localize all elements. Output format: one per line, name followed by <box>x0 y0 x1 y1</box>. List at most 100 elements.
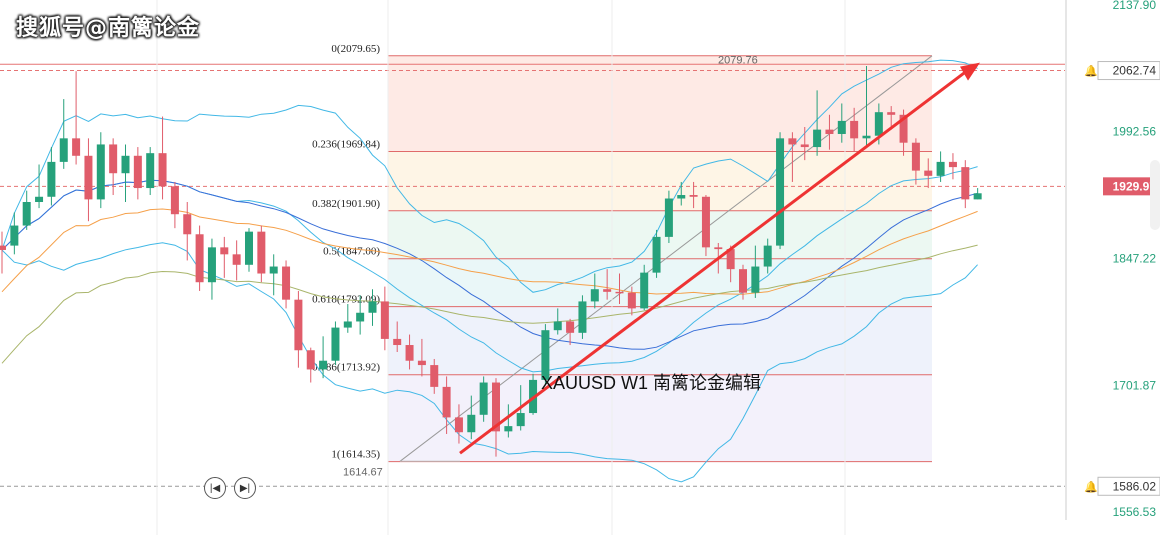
candle <box>356 312 365 322</box>
skip-back-icon: |◀ <box>209 482 221 494</box>
price-axis: 2137.90 🔔 2062.74 1992.56 1929.97 1847.22 1701… <box>1065 0 1160 535</box>
candle <box>430 365 439 387</box>
candle <box>516 413 525 427</box>
candle <box>689 195 698 197</box>
candle <box>862 135 871 139</box>
candle <box>800 144 809 148</box>
candle <box>664 198 673 237</box>
candle <box>380 301 389 339</box>
bollinger-upper <box>1 59 978 293</box>
candle <box>158 153 167 187</box>
axis-tick-label: 2137.90 <box>1113 0 1157 12</box>
axis-tick-label: 1556.53 <box>1113 505 1157 519</box>
price-tag-box <box>1097 476 1160 496</box>
candle <box>220 247 229 255</box>
candle <box>776 138 785 246</box>
candle <box>170 186 179 215</box>
bell-icon: 🔔 <box>1084 65 1098 78</box>
scroll-end-button[interactable]: ▶| <box>234 477 256 499</box>
candle <box>911 142 920 171</box>
candle <box>701 196 710 248</box>
candle <box>504 426 513 432</box>
price-tag-box <box>1097 61 1160 81</box>
axis-tick-label: 1586.02 <box>1113 479 1157 493</box>
axis-tick-label: 1929.97 <box>1113 179 1157 193</box>
fib-level-label: 0.5(1847.00) <box>323 246 380 258</box>
price-annotation: 1614.67 <box>343 466 383 478</box>
candle <box>294 299 303 351</box>
fib-zone <box>388 151 932 211</box>
axis-tick-label: 1701.87 <box>1113 378 1157 392</box>
candle <box>368 301 377 313</box>
candle <box>726 249 735 270</box>
candle <box>393 338 402 346</box>
candle <box>788 138 797 145</box>
candle <box>282 266 291 300</box>
candle <box>973 193 982 200</box>
candle <box>813 129 822 148</box>
candle <box>417 360 426 366</box>
candle <box>825 129 834 134</box>
candle <box>479 382 488 415</box>
candle <box>319 360 328 370</box>
axis-tick-label: 2062.74 <box>1113 64 1157 78</box>
candle <box>72 138 81 156</box>
candle <box>578 301 587 333</box>
price-lines <box>0 0 1065 535</box>
candle <box>948 161 957 168</box>
candle <box>269 266 278 274</box>
candle <box>84 155 93 200</box>
bell-icon: 🔔 <box>1084 480 1098 493</box>
candle <box>306 350 315 370</box>
candle <box>541 330 550 380</box>
candle <box>627 292 636 309</box>
candle <box>109 144 118 174</box>
price-annotation: 2079.76 <box>718 55 758 67</box>
candle <box>837 120 846 134</box>
watermark: 搜狐号@南篱论金 <box>16 16 201 41</box>
candle <box>442 386 451 418</box>
candle <box>615 291 624 294</box>
candle <box>331 327 340 361</box>
candle <box>874 112 883 136</box>
skip-forward-icon: ▶| <box>239 482 251 494</box>
candle <box>899 114 908 143</box>
candle <box>146 153 155 189</box>
candle <box>257 231 266 274</box>
candle <box>961 167 970 200</box>
axis-background <box>1066 0 1160 535</box>
candle <box>232 254 241 265</box>
trend-arrow-line <box>459 67 971 455</box>
candle <box>652 236 661 273</box>
candlesticks <box>0 65 982 457</box>
candle <box>183 214 192 235</box>
trend-lines: 2079.76 1614.67 <box>343 55 980 478</box>
candle <box>603 289 612 292</box>
fib-level-label: 0.236(1969.84) <box>312 139 380 151</box>
scroll-start-button[interactable]: |◀ <box>204 477 226 499</box>
candle <box>96 144 105 200</box>
candle <box>467 414 476 433</box>
candle <box>751 266 760 293</box>
candle <box>850 120 859 139</box>
axis-scroll-handle <box>1150 160 1160 230</box>
candle <box>924 170 933 176</box>
candle <box>739 269 747 293</box>
candle <box>0 245 6 250</box>
candle <box>590 289 599 302</box>
candle <box>121 155 130 174</box>
bollinger-lower <box>1 242 978 483</box>
axis-tick-label: 1992.56 <box>1113 125 1157 139</box>
fib-level-label: 1(1614.35) <box>331 449 380 461</box>
candle <box>714 247 723 250</box>
candle <box>35 196 44 203</box>
candle <box>22 202 31 226</box>
fib-level-label: 0(2079.65) <box>331 43 380 55</box>
candle <box>763 245 772 267</box>
candle <box>343 321 352 328</box>
fib-zone <box>388 374 932 462</box>
candle <box>405 345 414 361</box>
candle <box>47 161 56 197</box>
candle <box>566 321 575 333</box>
